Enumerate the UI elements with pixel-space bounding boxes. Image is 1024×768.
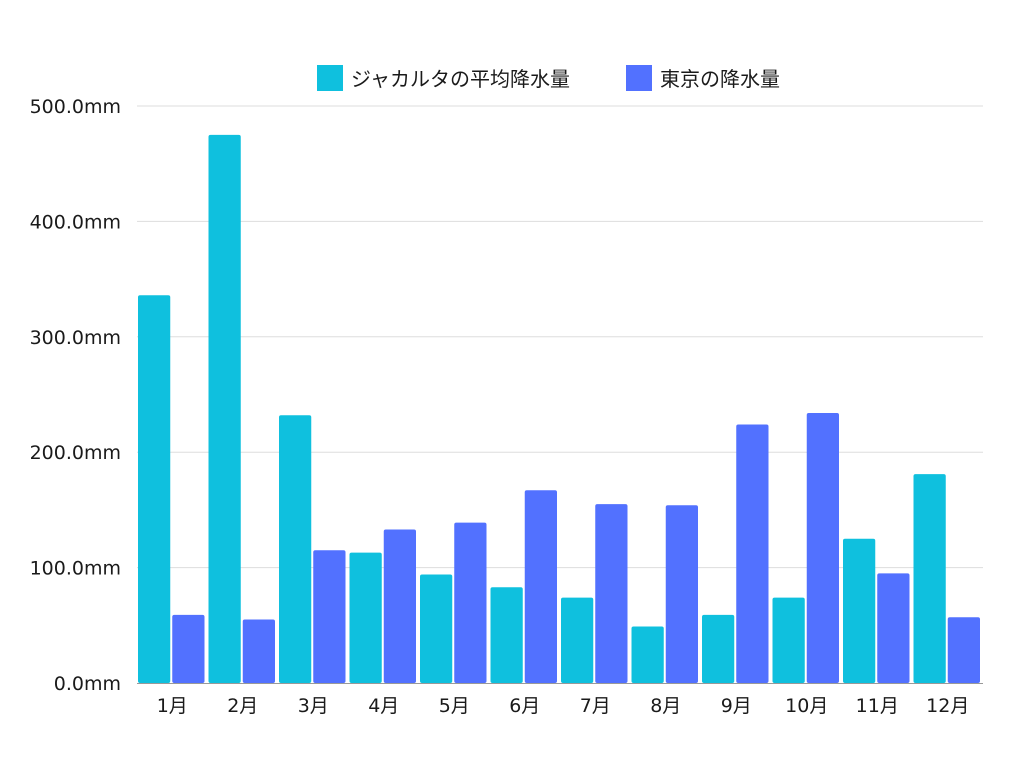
x-tick-label: 6月 [509,695,540,717]
bar-tokyo-4 [383,529,416,683]
x-tick-label: 9月 [721,695,752,717]
bar-jakarta-9 [702,614,735,683]
y-tick-label: 200.0mm [30,442,121,464]
y-axis-ticks: 0.0mm 100.0mm 200.0mm 300.0mm 400.0mm 500.0mm [30,96,121,695]
bars [138,134,980,684]
legend-label-jakarta: ジャカルタの平均降水量 [351,67,570,91]
bar-tokyo-12 [947,617,980,683]
bar-tokyo-10 [806,412,839,683]
bar-jakarta-12 [913,474,946,683]
y-tick-label: 100.0mm [30,558,121,580]
bar-tokyo-8 [665,505,698,683]
x-tick-label: 3月 [298,695,329,717]
y-tick-label: 400.0mm [30,211,121,233]
gridlines [137,105,983,569]
bar-jakarta-2 [208,134,241,684]
bar-tokyo-7 [595,504,628,683]
legend-swatch-jakarta [317,65,343,91]
x-tick-label: 1月 [157,695,188,717]
y-tick-label: 500.0mm [30,96,121,118]
legend: ジャカルタの平均降水量 東京の降水量 [317,65,780,91]
bar-tokyo-11 [877,573,910,683]
bar-tokyo-5 [454,522,487,683]
x-tick-label: 11月 [856,695,899,717]
y-tick-label: 300.0mm [30,327,121,349]
legend-swatch-tokyo [626,65,652,91]
x-tick-label: 2月 [227,695,258,717]
bar-tokyo-1 [172,614,205,683]
bar-jakarta-5 [420,574,453,683]
bar-jakarta-1 [138,295,171,683]
bar-jakarta-8 [631,626,664,683]
bar-jakarta-11 [843,538,876,683]
x-tick-label: 5月 [439,695,470,717]
x-tick-label: 10月 [785,695,828,717]
bar-jakarta-10 [772,597,805,683]
bar-jakarta-7 [561,597,594,683]
bar-tokyo-2 [242,619,275,683]
bar-jakarta-6 [490,587,523,683]
bar-tokyo-6 [524,490,557,683]
bar-jakarta-3 [279,415,312,683]
bar-tokyo-9 [736,424,769,683]
bar-jakarta-4 [349,552,382,683]
y-tick-label: 0.0mm [54,673,121,695]
legend-label-tokyo: 東京の降水量 [660,67,780,91]
x-tick-label: 4月 [368,695,399,717]
x-tick-label: 12月 [926,695,969,717]
x-axis-ticks: 1月 2月 3月 4月 5月 6月 7月 8月 9月 10月 11月 12月 [157,695,970,717]
bar-tokyo-3 [313,550,346,683]
x-tick-label: 7月 [580,695,611,717]
x-tick-label: 8月 [650,695,681,717]
